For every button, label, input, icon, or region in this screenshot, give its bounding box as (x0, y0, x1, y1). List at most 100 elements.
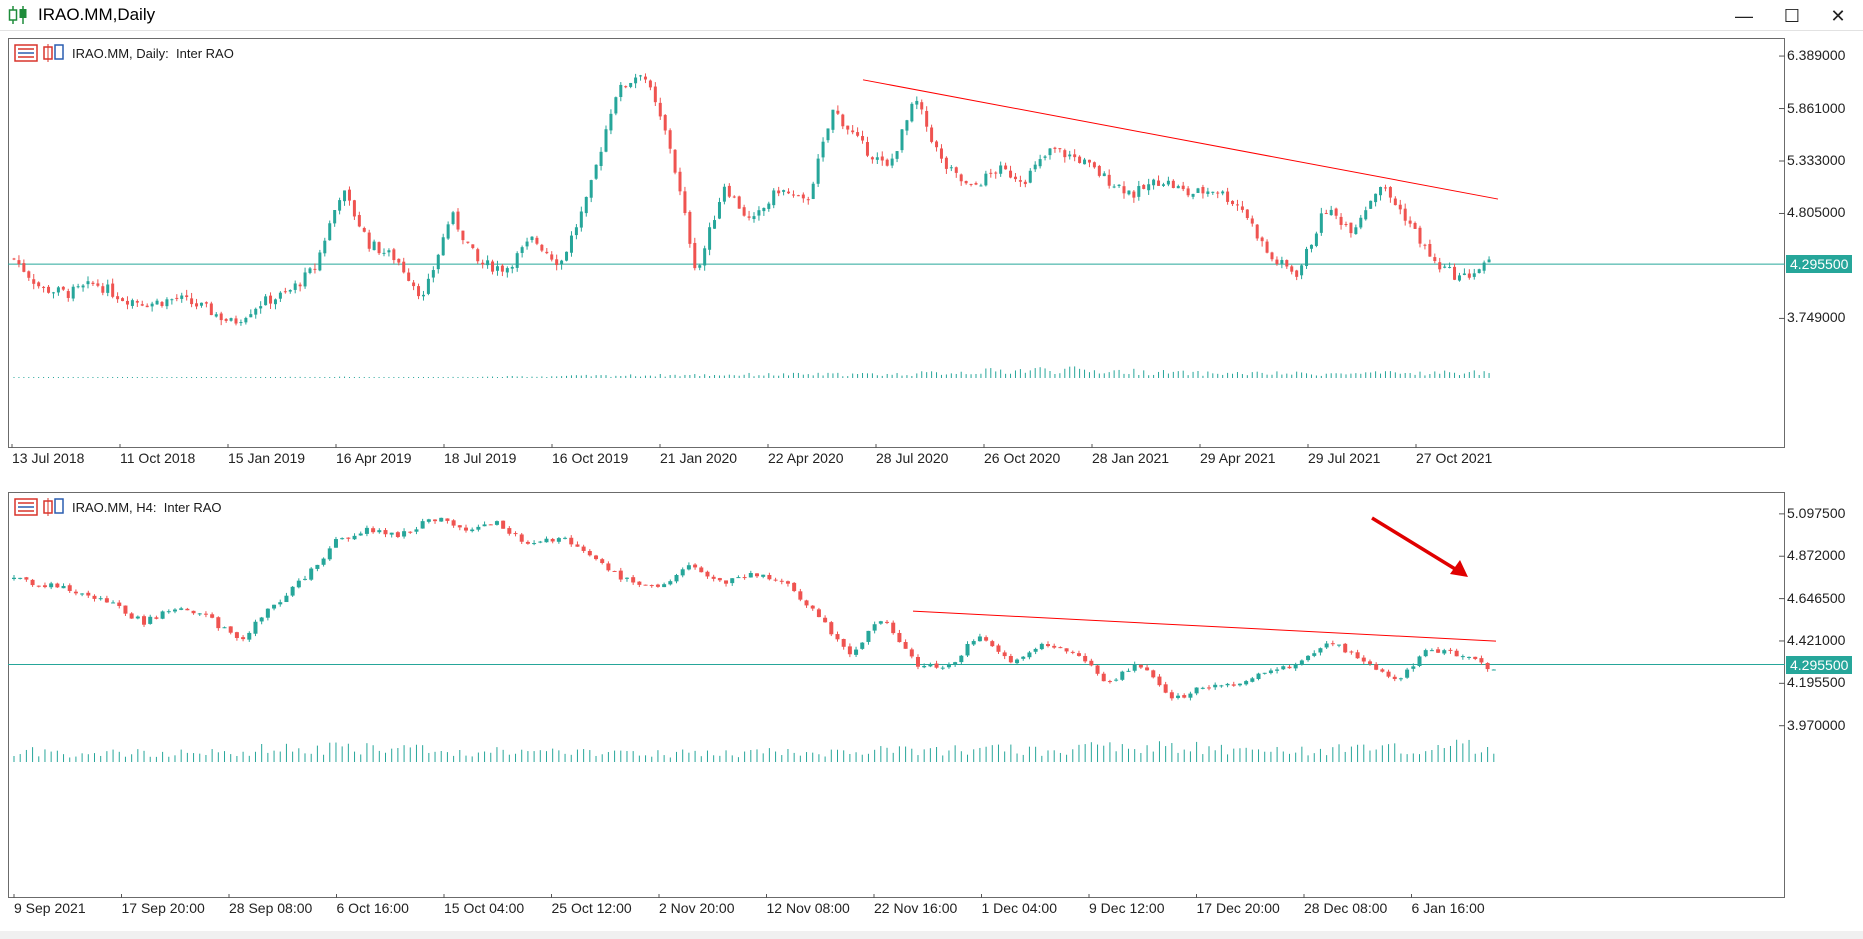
candle-body (1211, 191, 1215, 193)
candle-body (323, 240, 327, 254)
candle-body (717, 202, 721, 219)
candle-body (600, 559, 605, 564)
candle-body (358, 533, 363, 536)
candle-body (1188, 693, 1193, 698)
candle-body (964, 180, 968, 184)
candle-body (1361, 657, 1366, 662)
resistance-trendline[interactable] (862, 79, 1499, 200)
candle-body (1161, 184, 1165, 186)
candle-body (594, 555, 599, 560)
candle-body (683, 191, 687, 214)
candle-body (935, 141, 939, 148)
candle-body (829, 622, 834, 635)
candle-body (195, 303, 199, 307)
candle-body (1454, 650, 1459, 657)
close-button[interactable]: ✕ (1830, 6, 1846, 26)
candle-body (1268, 670, 1273, 674)
x-tick-label: 15 Oct 04:00 (444, 900, 525, 916)
candle-body (872, 624, 877, 631)
candle-body (614, 97, 618, 114)
candle-body (861, 136, 865, 141)
h4-price-chart[interactable] (8, 492, 1785, 930)
candle-body (1330, 643, 1335, 645)
candle-body (481, 262, 485, 265)
resistance-trendline[interactable] (912, 610, 1497, 642)
symbol-properties-icon[interactable] (42, 44, 66, 62)
x-tick-label: 15 Jan 2019 (228, 450, 306, 466)
candle-body (890, 158, 894, 166)
candle-body (1201, 187, 1205, 194)
candle-body (486, 260, 490, 266)
candle-body (977, 636, 982, 642)
candle-body (293, 283, 297, 290)
y-tick-label: 5.097500 (1787, 504, 1846, 521)
candle-body (56, 287, 60, 293)
candle-body (426, 519, 431, 522)
candle-body (1438, 262, 1442, 270)
candle-body (148, 616, 153, 624)
candle-body (1250, 678, 1255, 682)
candle-body (426, 278, 430, 294)
candle-body (383, 530, 388, 535)
candle-body (1101, 673, 1106, 682)
object-list-icon[interactable] (14, 44, 38, 62)
daily-chart-pane[interactable]: IRAO.MM, Daily: Inter RAO 6.389000 5.8610… (8, 38, 1853, 480)
y-tick-label: 4.872000 (1787, 547, 1846, 564)
candle-body (1329, 209, 1333, 216)
candle-body (1457, 275, 1461, 281)
candle-body (1240, 206, 1244, 210)
candle-body (234, 318, 238, 324)
candle-body (940, 667, 945, 669)
candle-body (811, 183, 815, 199)
candle-body (989, 172, 993, 174)
candle-body (501, 520, 506, 529)
candle-body (779, 580, 784, 582)
candle-body (71, 286, 75, 299)
candle-body (377, 530, 382, 533)
candle-body (1023, 181, 1027, 185)
candle-body (42, 286, 46, 288)
symbol-properties-icon[interactable] (42, 498, 66, 516)
candle-body (722, 186, 726, 202)
candle-body (801, 194, 805, 199)
candle-body (1343, 643, 1348, 653)
candle-body (154, 617, 159, 619)
candle-body (1095, 665, 1100, 674)
candle-body (298, 284, 302, 287)
candle-body (1107, 681, 1112, 683)
candle-body (1275, 669, 1280, 671)
candle-body (816, 158, 820, 184)
candle-body (599, 151, 603, 166)
candle-body (1063, 150, 1067, 158)
candle-body (392, 249, 396, 261)
object-list-icon[interactable] (14, 498, 38, 516)
daily-price-chart[interactable] (8, 38, 1785, 480)
candle-body (1354, 227, 1358, 235)
candle-body (1145, 667, 1150, 671)
candle-body (12, 258, 16, 260)
down-arrow-annotation[interactable] (1371, 516, 1468, 577)
candle-body (417, 286, 421, 297)
candle-body (371, 528, 376, 533)
x-tick-label: 9 Sep 2021 (14, 900, 86, 916)
candle-body (106, 284, 110, 293)
minimize-button[interactable]: — (1735, 6, 1753, 26)
maximize-button[interactable]: ☐ (1783, 6, 1801, 26)
candle-body (1142, 185, 1146, 189)
candle-body (870, 157, 874, 160)
candle-body (197, 613, 202, 615)
candle-body (717, 578, 722, 581)
candle-body (990, 641, 995, 647)
candle-body (1460, 656, 1465, 658)
candle-body (560, 260, 564, 265)
candle-body (463, 527, 468, 531)
candle-body (1305, 248, 1309, 267)
candle-body (1083, 159, 1087, 165)
h4-chart-pane[interactable]: IRAO.MM, H4: Inter RAO 5.097500 4.872000 4… (8, 492, 1853, 930)
candle-body (123, 605, 128, 614)
x-tick-label: 17 Sep 20:00 (121, 900, 205, 916)
candle-body (209, 303, 213, 316)
candle-body (885, 159, 889, 166)
candle-body (284, 595, 289, 603)
candle-body (313, 268, 317, 270)
